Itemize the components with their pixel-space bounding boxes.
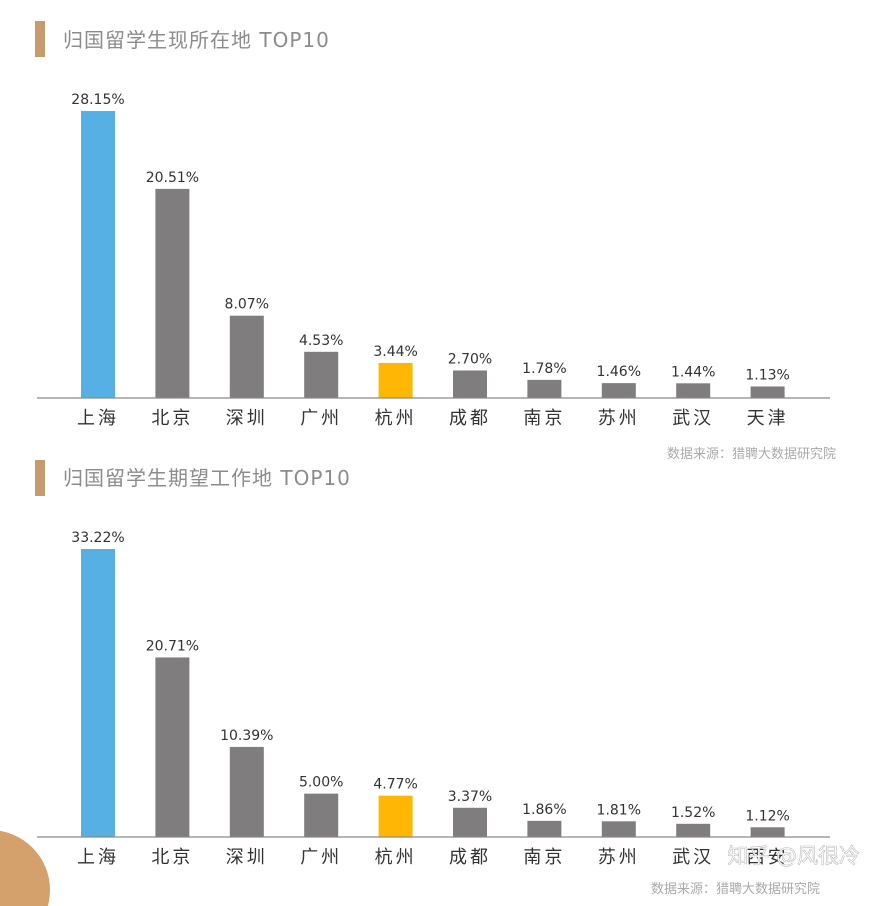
chart-2-bars: 33.22% 上海 20.71% 北京 10.39% 深圳 5.00% 广州 4.77% 杭州 3.…: [71, 530, 790, 868]
category-label: 上海: [77, 408, 119, 429]
bar-value-label: 28.15%: [71, 92, 124, 108]
category-label: 成都: [449, 408, 491, 429]
chart-2: 归国留学生期望工作地 TOP10 33.22% 上海 20.71% 北京 10.39% 深…: [35, 460, 830, 897]
category-label: 成都: [449, 847, 491, 868]
chart-1-source: 数据来源：猎聘大数据研究院: [667, 447, 836, 462]
chart-1-bars: 28.15% 上海 20.51% 北京 8.07% 深圳 4.53% 广州 3.44% 杭州 2.7…: [71, 92, 790, 429]
bar-value-label: 33.22%: [71, 530, 124, 546]
title-accent-bar: [35, 21, 45, 57]
bar: [601, 821, 636, 837]
category-label: 上海: [77, 847, 119, 868]
bar: [81, 549, 115, 837]
bar: [378, 795, 413, 837]
bar-value-label: 1.78%: [522, 361, 566, 377]
category-label: 苏州: [598, 847, 640, 868]
bar: [676, 383, 711, 398]
bar-value-label: 3.44%: [373, 344, 417, 360]
category-label: 西安: [747, 847, 789, 868]
bar: [304, 351, 339, 398]
bar-value-label: 20.71%: [146, 638, 199, 654]
bar: [453, 807, 487, 837]
bar: [304, 793, 339, 837]
category-label: 杭州: [375, 408, 417, 429]
bar-value-label: 10.39%: [220, 728, 273, 744]
category-label: 北京: [151, 408, 193, 429]
bar-value-label: 1.13%: [745, 367, 789, 383]
category-label: 武汉: [672, 847, 714, 868]
bar-value-label: 3.37%: [448, 789, 492, 805]
category-label: 天津: [747, 408, 789, 429]
bar-value-label: 20.51%: [146, 170, 199, 186]
bar-value-label: 1.44%: [671, 364, 715, 380]
title-accent-bar: [35, 460, 45, 496]
bar: [229, 746, 264, 837]
bar: [527, 379, 562, 398]
chart-2-source: 数据来源：猎聘大数据研究院: [651, 882, 820, 897]
category-label: 北京: [151, 847, 193, 868]
category-label: 武汉: [672, 408, 714, 429]
bar: [750, 827, 785, 837]
corner-decoration: [0, 830, 50, 906]
bar-value-label: 1.46%: [597, 364, 641, 380]
category-label: 深圳: [226, 408, 268, 429]
bar: [155, 657, 190, 837]
bar-value-label: 1.81%: [597, 802, 641, 818]
bar: [155, 188, 190, 398]
bar-value-label: 4.53%: [299, 333, 343, 349]
chart-2-title: 归国留学生期望工作地 TOP10: [63, 466, 351, 490]
watermark: 知乎 @风很冷: [727, 844, 860, 868]
category-label: 杭州: [375, 847, 417, 868]
category-label: 南京: [523, 847, 565, 868]
bar: [750, 386, 785, 398]
bar: [676, 823, 711, 837]
category-label: 广州: [300, 847, 342, 868]
bar-value-label: 1.86%: [522, 802, 566, 818]
bar-value-label: 1.12%: [745, 808, 789, 824]
category-label: 深圳: [226, 847, 268, 868]
category-label: 苏州: [598, 408, 640, 429]
bar: [527, 820, 562, 837]
chart-1: 归国留学生现所在地 TOP10 28.15% 上海 20.51% 北京 8.07% 深圳 4…: [35, 21, 836, 462]
bar: [229, 315, 264, 398]
bar: [601, 383, 636, 398]
bar-value-label: 1.52%: [671, 805, 715, 821]
bar-value-label: 4.77%: [373, 777, 417, 793]
category-label: 南京: [523, 408, 565, 429]
bar-value-label: 5.00%: [299, 775, 343, 791]
bar-value-label: 2.70%: [448, 351, 492, 367]
bar: [453, 370, 487, 398]
bar: [378, 362, 413, 398]
bar: [81, 111, 115, 398]
bar-value-label: 8.07%: [225, 297, 269, 313]
category-label: 广州: [300, 408, 342, 429]
chart-1-title: 归国留学生现所在地 TOP10: [63, 28, 330, 52]
